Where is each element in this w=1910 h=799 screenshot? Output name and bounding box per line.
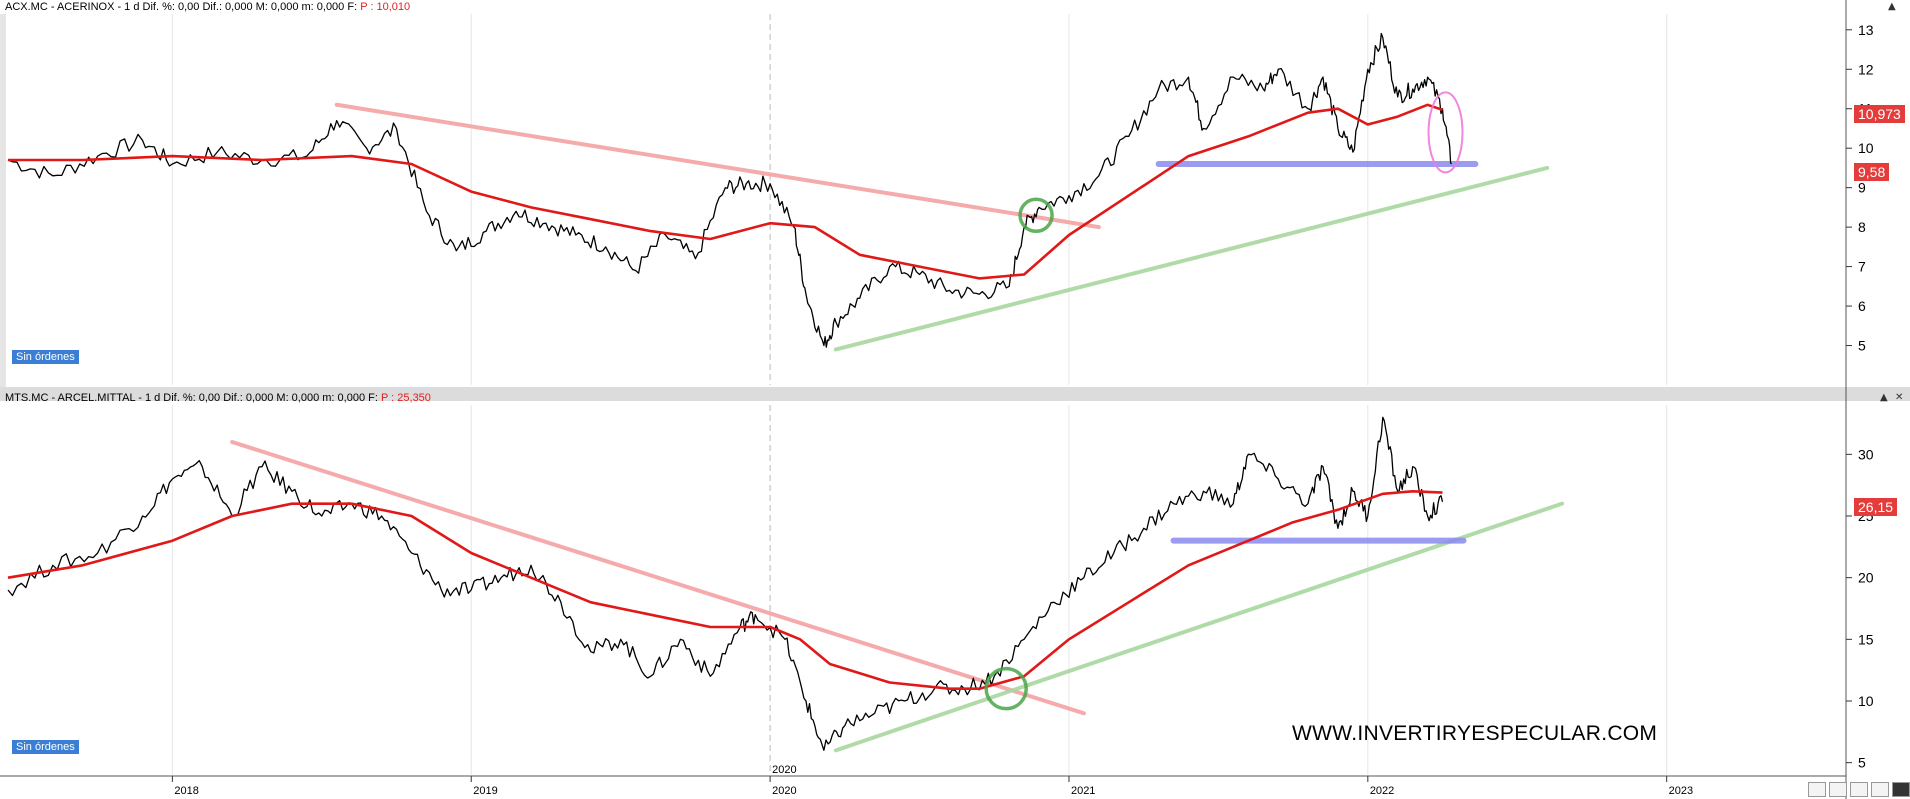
panel-2-title: MTS.MC - ARCEL.MITTAL - 1 d Dif. %: 0,00… [5, 392, 431, 404]
theme-icon[interactable] [1892, 782, 1910, 797]
orders-badge-panel-1[interactable]: Sin órdenes [12, 350, 79, 364]
y-tick-label: 13 [1858, 22, 1874, 38]
support-price-tag-panel-1: 9,58 [1854, 163, 1890, 181]
panel-maximize-icon[interactable]: ▲ [1888, 1, 1896, 12]
last-price-tag-panel-2: 26,15 [1854, 498, 1898, 516]
downtrend-line [230, 440, 1086, 716]
x-tick-label: 2020 [772, 785, 796, 797]
uptrend-line [833, 501, 1565, 753]
green-circle-annotation [1018, 197, 1054, 234]
y-tick-label: 10 [1858, 140, 1874, 156]
y-tick-label: 10 [1858, 693, 1874, 709]
watermark: WWW.INVERTIRYESPECULAR.COM [1292, 722, 1658, 745]
last-price-tag-panel-1: 10,973 [1854, 105, 1905, 123]
downtrend-line [334, 102, 1101, 230]
price-series-line [7, 416, 1444, 751]
x-tick-label: 2022 [1370, 785, 1394, 797]
y-tick-label: 12 [1858, 61, 1874, 77]
x-tick-label: 2019 [473, 785, 497, 797]
y-tick-label: 5 [1858, 338, 1866, 354]
y-tick-label: 30 [1858, 446, 1874, 462]
y-tick-label: 20 [1858, 570, 1874, 586]
moving-average-line [8, 103, 1443, 280]
uptrend-line [833, 165, 1550, 352]
panel-maximize-icon[interactable]: ▲ [1880, 392, 1888, 403]
x-tick-label-inner: 2020 [772, 764, 796, 776]
left-scroll-strip [0, 14, 6, 387]
green-circle-annotation [984, 666, 1028, 711]
panel-close-icon[interactable]: ✕ [1895, 392, 1904, 403]
price-series-line [7, 32, 1453, 348]
moving-average-line [7, 490, 1443, 690]
panel-separator [0, 387, 1910, 401]
panel-1-title: ACX.MC - ACERINOX - 1 d Dif. %: 0,00 Dif… [5, 1, 411, 13]
y-tick-label: 6 [1858, 298, 1866, 314]
y-tick-label: 5 [1858, 755, 1866, 771]
pink-ellipse-annotation [1427, 91, 1464, 174]
x-tick-label: 2021 [1071, 785, 1095, 797]
y-tick-label: 15 [1858, 631, 1874, 647]
x-tick-label: 2018 [174, 785, 198, 797]
y-tick-label: 7 [1858, 259, 1866, 275]
layout-icon[interactable] [1829, 782, 1847, 797]
zoom-icon[interactable] [1808, 782, 1826, 797]
fullscreen-icon[interactable] [1871, 782, 1889, 797]
y-tick-label: 8 [1858, 219, 1866, 235]
y-tick-label: 9 [1858, 180, 1866, 196]
x-tick-label: 2023 [1669, 785, 1693, 797]
orders-badge-panel-2[interactable]: Sin órdenes [12, 740, 79, 754]
save-icon[interactable] [1850, 782, 1868, 797]
